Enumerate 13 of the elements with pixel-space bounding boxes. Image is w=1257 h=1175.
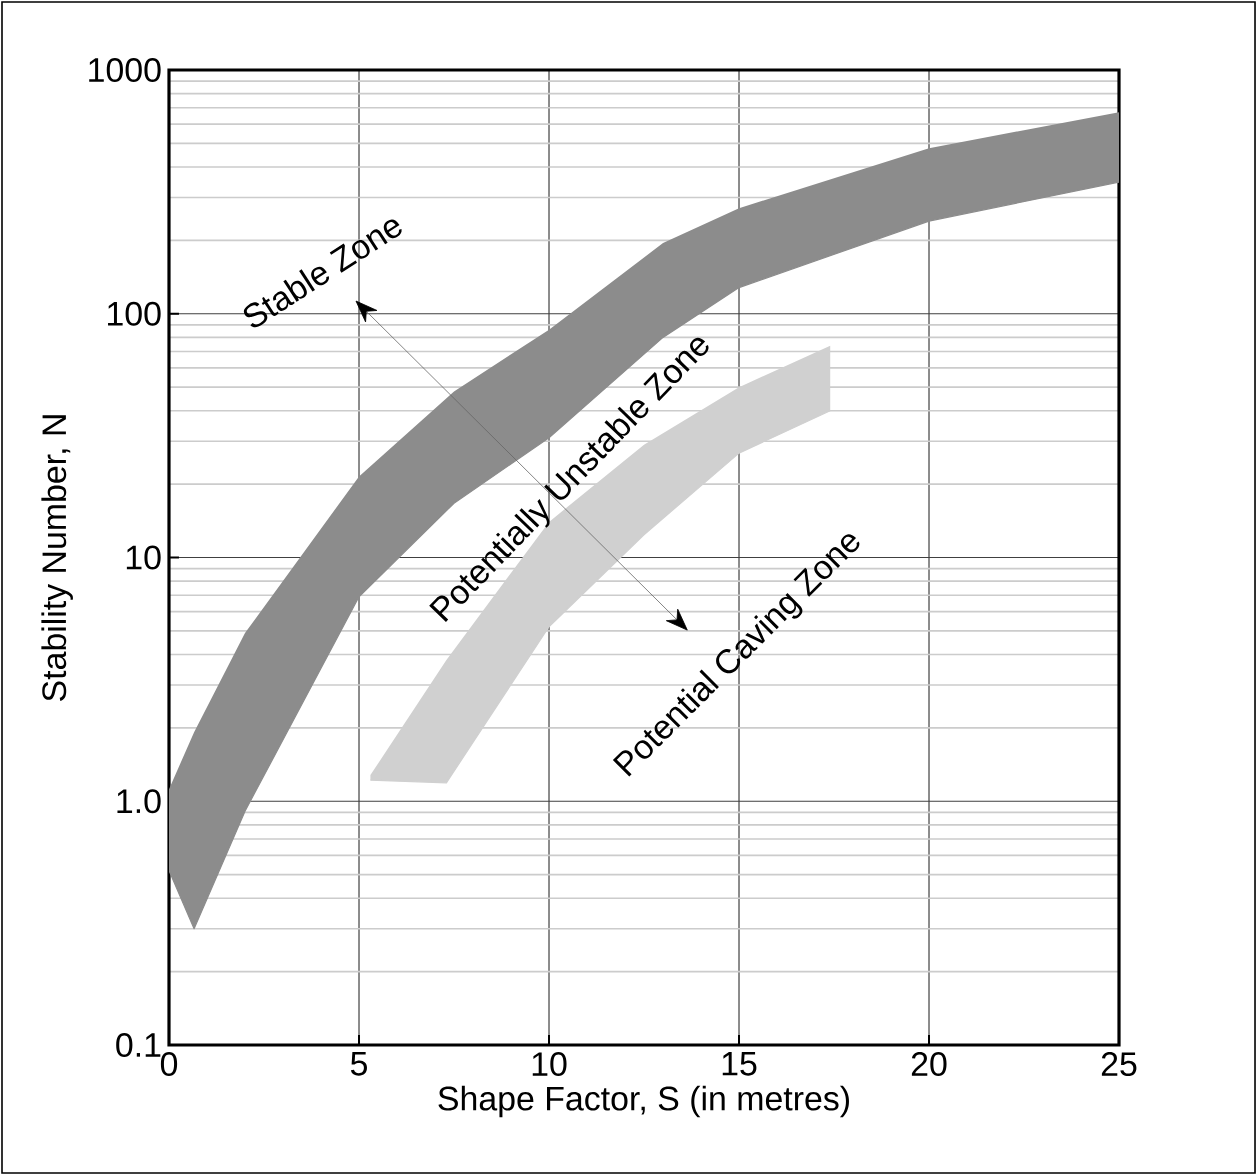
x-tick-label: 20 [911,1052,947,1077]
x-axis-title: Shape Factor, S (in metres) [438,1085,849,1118]
x-tick-label: 0 [160,1052,178,1077]
x-tick-label: 15 [722,1052,757,1076]
y-tick-label: 10 [126,545,161,570]
y-tick-label: 100 [108,301,161,326]
x-tick-label: 5 [350,1052,367,1076]
x-tick-label: 25 [1101,1052,1137,1077]
x-tick-label: 10 [532,1052,567,1077]
y-tick-label: 1000 [89,58,161,82]
y-tick-label: 1.0 [117,789,161,814]
y-axis-title: Stability Number, N [41,415,73,701]
y-tick-label: 0.1 [116,1033,161,1058]
